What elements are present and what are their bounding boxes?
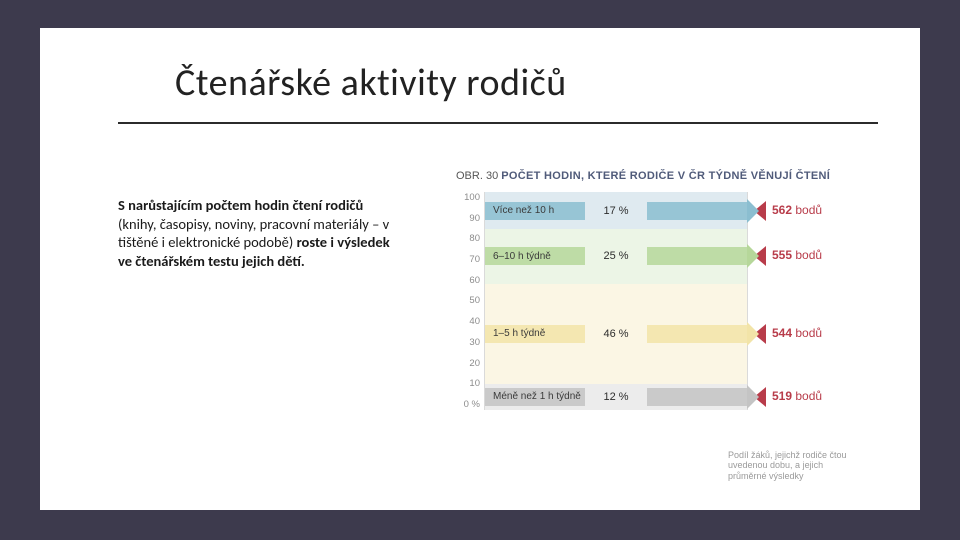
side-value: 544 bodů	[772, 326, 822, 340]
chart-band: 1–5 h týdně 46 %	[485, 284, 747, 384]
y-axis: 100 90 80 70 60 50 40 30 20 10 0 %	[456, 192, 484, 410]
band-percent: 12 %	[603, 391, 628, 403]
side-value: 519 bodů	[772, 389, 822, 403]
page-title: Čtenářské aktivity rodičů	[175, 60, 567, 106]
y-tick-label: 70	[469, 254, 480, 265]
para-bold-1: S narůstajícím počtem hodin čtení rodičů	[118, 196, 363, 214]
y-tick-label: 40	[469, 316, 480, 327]
arrow-right-icon	[647, 325, 747, 343]
y-tick-label: 10	[469, 378, 480, 389]
y-tick-label: 20	[469, 358, 480, 369]
figure-prefix: OBR. 30	[456, 170, 501, 182]
y-tick-label: 90	[469, 213, 480, 224]
chart-band: Méně než 1 h týdně 12 %	[485, 384, 747, 410]
figure-caption: OBR. 30 POČET HODIN, KTERÉ RODIČE V ČR T…	[456, 170, 888, 182]
band-label: 1–5 h týdně	[493, 328, 545, 339]
band-label: Méně než 1 h týdně	[493, 391, 581, 402]
y-tick-label: 60	[469, 275, 480, 286]
y-tick-label: 100	[464, 192, 480, 203]
band-label: 6–10 h týdně	[493, 251, 551, 262]
chart-band: Více než 10 h 17 %	[485, 192, 747, 229]
y-tick-label: 50	[469, 295, 480, 306]
side-value: 555 bodů	[772, 248, 822, 262]
side-value: 562 bodů	[772, 203, 822, 217]
y-tick-label: 80	[469, 233, 480, 244]
band-percent: 46 %	[603, 328, 628, 340]
band-label: Více než 10 h	[493, 205, 554, 216]
chart-band: 6–10 h týdně 25 %	[485, 229, 747, 284]
band-percent: 17 %	[603, 205, 628, 217]
figure: OBR. 30 POČET HODIN, KTERÉ RODIČE V ČR T…	[456, 170, 888, 496]
chart-area: Více než 10 h 17 % 6–10 h týdně 25 % 1–5 h t…	[484, 192, 748, 410]
band-percent: 25 %	[603, 250, 628, 262]
y-tick-label: 30	[469, 337, 480, 348]
figure-caption-caps: POČET HODIN, KTERÉ RODIČE V ČR TÝDNĚ VĚN…	[501, 170, 830, 182]
arrow-right-icon	[647, 388, 747, 406]
slide: Čtenářské aktivity rodičů S narůstajícím…	[40, 28, 920, 510]
y-tick-label: 0 %	[464, 399, 480, 410]
title-underline	[118, 122, 878, 124]
chart: 100 90 80 70 60 50 40 30 20 10 0 % Více než 10 h 17…	[456, 192, 888, 410]
body-paragraph: S narůstajícím počtem hodin čtení rodičů…	[118, 196, 398, 270]
side-labels: 562 bodů 555 bodů 544 bodů 519 bodů	[748, 192, 868, 410]
arrow-right-icon	[647, 202, 747, 220]
figure-footnote: Podíl žáků, jejichž rodiče čtou uvedenou…	[728, 450, 858, 482]
arrow-right-icon	[647, 247, 747, 265]
